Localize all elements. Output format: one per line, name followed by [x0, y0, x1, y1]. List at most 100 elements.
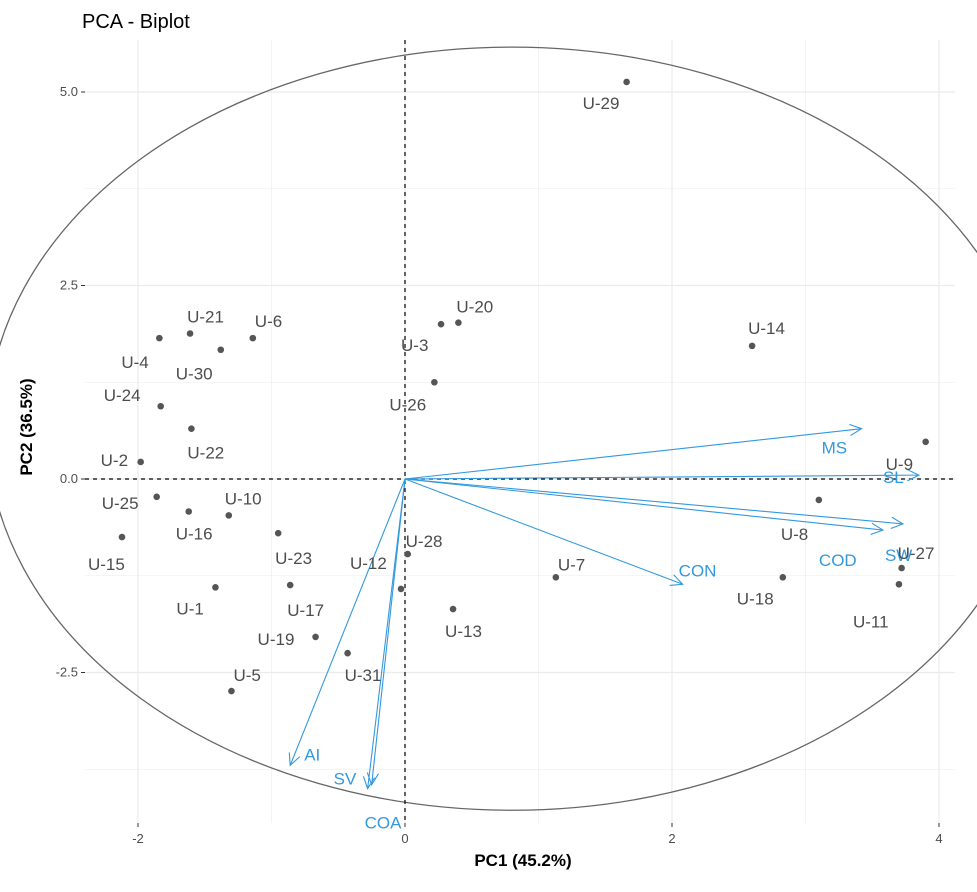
- vector-ms: [404, 428, 862, 480]
- point-u-20: [455, 319, 462, 326]
- vector-coa: [367, 478, 406, 789]
- vector-sv: [371, 478, 406, 785]
- point-label-u-25: U-25: [102, 494, 139, 513]
- vector-arrowhead-sw: [890, 516, 905, 529]
- vector-label-sw: SW: [885, 546, 912, 565]
- x-tick-label: 0: [401, 831, 408, 846]
- point-label-u-14: U-14: [748, 319, 785, 338]
- vector-con: [404, 478, 683, 585]
- point-u-13: [449, 605, 457, 613]
- point-label-u-29: U-29: [583, 94, 620, 113]
- point-u-10: [225, 512, 233, 519]
- point-u-31: [344, 649, 351, 657]
- point-label-u-30: U-30: [176, 365, 213, 384]
- point-u-23: [274, 529, 282, 537]
- vector-arrowhead-ai: [288, 752, 301, 767]
- point-u-17: [286, 581, 294, 589]
- point-u-24: [157, 402, 164, 410]
- point-label-u-18: U-18: [737, 589, 774, 608]
- point-label-u-3: U-3: [401, 336, 428, 355]
- ticks-layer: -2 0 2 4 -2.5 0.0 2.5 5.0: [56, 84, 943, 846]
- point-label-u-1: U-1: [176, 599, 203, 618]
- point-u-19: [312, 633, 319, 641]
- point-label-u-2: U-2: [101, 451, 128, 470]
- point-u-27: [898, 564, 905, 572]
- point-u-21: [186, 330, 194, 337]
- x-tick-label: 4: [935, 831, 942, 846]
- point-u-1: [212, 584, 219, 591]
- point-u-4: [156, 334, 163, 342]
- vector-label-sl: SL: [883, 468, 904, 487]
- point-label-u-6: U-6: [255, 312, 282, 331]
- point-u-5: [228, 687, 235, 695]
- y-axis-label: PC2 (36.5%): [17, 378, 36, 475]
- point-label-u-7: U-7: [558, 555, 585, 574]
- point-u-18: [779, 573, 787, 581]
- point-u-9: [922, 438, 929, 446]
- correlation-circle-layer: [0, 46, 977, 811]
- point-u-26: [431, 378, 438, 386]
- point-u-22: [188, 425, 195, 432]
- vector-sw: [404, 478, 904, 525]
- point-label-u-17: U-17: [287, 601, 324, 620]
- point-u-12: [397, 585, 405, 593]
- point-label-u-20: U-20: [456, 298, 493, 317]
- point-label-u-16: U-16: [176, 525, 213, 544]
- point-u-15: [118, 533, 126, 541]
- point-u-3: [437, 320, 445, 328]
- point-label-u-28: U-28: [406, 532, 443, 551]
- vector-label-con: CON: [679, 561, 717, 580]
- point-label-u-8: U-8: [781, 525, 808, 544]
- grid-layer: [85, 40, 955, 823]
- point-label-u-23: U-23: [275, 549, 312, 568]
- point-u-28: [404, 550, 411, 558]
- vectors-layer: MS SL SW COD CON AI SV COA: [288, 423, 921, 833]
- vector-ai: [289, 478, 406, 766]
- point-label-u-15: U-15: [88, 555, 125, 574]
- correlation-circle: [0, 46, 977, 811]
- point-u-8: [815, 496, 823, 504]
- point-label-u-10: U-10: [225, 489, 262, 508]
- chart-title: PCA - Biplot: [82, 11, 190, 33]
- vector-arrowhead-coa: [362, 776, 376, 790]
- point-u-14: [748, 342, 756, 350]
- y-tick-label: 5.0: [60, 84, 78, 99]
- vector-label-ms: MS: [822, 439, 848, 458]
- point-u-7: [552, 573, 560, 581]
- point-label-u-4: U-4: [121, 353, 148, 372]
- point-label-u-24: U-24: [104, 386, 141, 405]
- point-label-u-31: U-31: [345, 666, 382, 685]
- vector-sl: [404, 474, 919, 480]
- point-label-u-12: U-12: [350, 554, 387, 573]
- x-tick-label: 2: [668, 831, 675, 846]
- point-label-u-5: U-5: [233, 666, 260, 685]
- vector-label-cod: COD: [819, 551, 857, 570]
- points-layer: U-1 U-2 U-3 U-4 U-5 U-6 U-7 U-8 U-9 U-10 U-11 U-12 U…: [88, 78, 935, 695]
- point-u-30: [217, 346, 225, 354]
- point-label-u-13: U-13: [445, 622, 482, 641]
- point-label-u-9: U-9: [886, 455, 913, 474]
- vector-label-ai: AI: [304, 745, 320, 764]
- point-label-u-27: U-27: [898, 544, 935, 563]
- point-label-u-22: U-22: [187, 444, 224, 463]
- vector-arrowhead-sl: [906, 469, 921, 482]
- point-u-25: [153, 493, 160, 501]
- point-label-u-11: U-11: [853, 612, 889, 631]
- point-label-u-26: U-26: [389, 395, 426, 414]
- y-tick-label: 2.5: [60, 278, 78, 293]
- vector-cod: [404, 478, 883, 531]
- vector-label-sv: SV: [334, 770, 357, 789]
- x-axis-label: PC1 (45.2%): [474, 851, 571, 870]
- point-u-16: [185, 508, 193, 515]
- point-u-2: [137, 458, 144, 466]
- reference-lines-layer: [85, 40, 955, 823]
- vector-arrowhead-con: [669, 574, 684, 586]
- y-tick-label: -2.5: [56, 665, 78, 680]
- point-u-11: [895, 580, 903, 588]
- vector-label-coa: COA: [365, 814, 403, 833]
- point-label-u-21: U-21: [187, 307, 224, 326]
- vector-arrowhead-cod: [870, 522, 885, 535]
- x-tick-label: -2: [132, 831, 144, 846]
- point-u-6: [249, 334, 257, 342]
